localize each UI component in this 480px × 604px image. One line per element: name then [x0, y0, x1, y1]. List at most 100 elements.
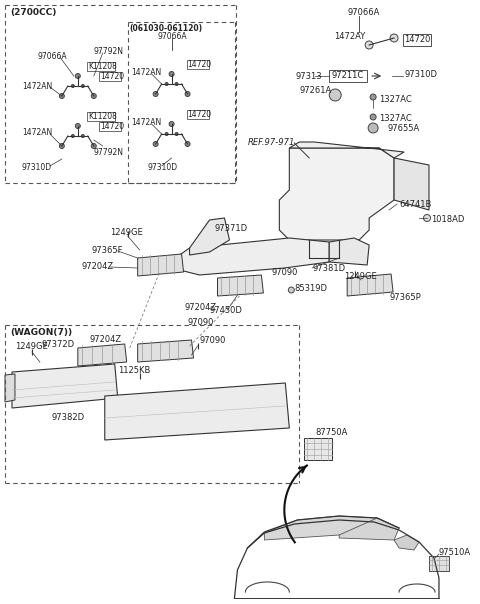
Text: 97655A: 97655A — [387, 124, 420, 133]
Text: 97310D: 97310D — [404, 70, 437, 79]
Polygon shape — [190, 218, 229, 255]
Circle shape — [91, 144, 96, 149]
Circle shape — [288, 287, 294, 293]
Polygon shape — [347, 274, 393, 296]
Bar — [87, 112, 115, 121]
Circle shape — [72, 85, 74, 88]
Polygon shape — [289, 142, 404, 158]
Circle shape — [81, 135, 84, 138]
Text: 87750A: 87750A — [315, 428, 348, 437]
Text: 1125KB: 1125KB — [118, 366, 150, 375]
Text: 14720: 14720 — [188, 110, 212, 119]
Polygon shape — [105, 383, 289, 440]
Text: 97090: 97090 — [188, 318, 214, 327]
Text: 97381D: 97381D — [312, 264, 346, 273]
Bar — [187, 60, 208, 69]
Circle shape — [81, 85, 84, 88]
Text: REF.97-971: REF.97-971 — [247, 138, 295, 147]
Text: 97066A: 97066A — [38, 52, 68, 61]
Text: 97261A: 97261A — [300, 86, 332, 95]
Circle shape — [153, 141, 158, 147]
Text: 97450D: 97450D — [209, 306, 242, 315]
Text: 1472AY: 1472AY — [334, 32, 365, 41]
Circle shape — [390, 34, 398, 42]
Polygon shape — [5, 374, 15, 402]
Text: 97792N: 97792N — [94, 148, 124, 157]
Text: 1249GE: 1249GE — [110, 228, 143, 237]
Text: (2700CC): (2700CC) — [10, 8, 56, 17]
Circle shape — [185, 141, 190, 147]
Text: 1249GE: 1249GE — [344, 272, 377, 281]
Circle shape — [72, 135, 74, 138]
Bar — [329, 70, 367, 82]
Text: K11208: K11208 — [88, 62, 117, 71]
Circle shape — [169, 121, 174, 126]
Bar — [99, 72, 120, 81]
Text: 14720: 14720 — [100, 72, 124, 81]
Text: 97090: 97090 — [200, 336, 226, 345]
Polygon shape — [180, 238, 329, 275]
Circle shape — [175, 83, 178, 86]
Text: 97204Z: 97204Z — [82, 262, 114, 271]
Text: 14720: 14720 — [100, 122, 124, 131]
Text: 97371D: 97371D — [215, 224, 248, 233]
Text: 97372D: 97372D — [42, 340, 75, 349]
Circle shape — [60, 94, 64, 98]
Bar — [304, 438, 332, 460]
Polygon shape — [339, 518, 399, 540]
Circle shape — [153, 91, 158, 97]
Text: (061030-061120): (061030-061120) — [130, 24, 203, 33]
Text: 97310D: 97310D — [148, 163, 178, 172]
Text: 97310D: 97310D — [22, 163, 52, 172]
Text: 1472AN: 1472AN — [132, 68, 162, 77]
Circle shape — [165, 132, 168, 135]
Text: 14720: 14720 — [188, 60, 212, 69]
Circle shape — [75, 123, 80, 129]
Circle shape — [423, 214, 431, 222]
Polygon shape — [138, 254, 183, 276]
Bar — [99, 122, 120, 131]
Text: 14720: 14720 — [404, 35, 431, 44]
Text: 1472AN: 1472AN — [132, 118, 162, 127]
Text: K11208: K11208 — [88, 112, 117, 121]
Circle shape — [75, 74, 80, 79]
Text: 64741B: 64741B — [399, 200, 432, 209]
Text: 1249GE: 1249GE — [15, 342, 48, 351]
Text: 97211C: 97211C — [331, 71, 363, 80]
Text: 97204Z: 97204Z — [185, 303, 216, 312]
Circle shape — [60, 144, 64, 149]
Text: (WAGON(7)): (WAGON(7)) — [10, 328, 72, 337]
Bar — [403, 34, 431, 46]
Circle shape — [185, 91, 190, 97]
Bar — [87, 62, 115, 71]
Text: 1327AC: 1327AC — [379, 114, 412, 123]
Text: 1327AC: 1327AC — [379, 95, 412, 104]
Circle shape — [329, 89, 341, 101]
Text: 97382D: 97382D — [52, 413, 85, 422]
Text: 1472AN: 1472AN — [22, 128, 52, 137]
Circle shape — [368, 123, 378, 133]
Polygon shape — [394, 535, 419, 550]
Text: 97066A: 97066A — [347, 8, 380, 17]
Text: 97090: 97090 — [271, 268, 298, 277]
Polygon shape — [279, 148, 394, 240]
Text: 97204Z: 97204Z — [90, 335, 122, 344]
Text: 97365P: 97365P — [389, 293, 421, 302]
Text: 97365F: 97365F — [92, 246, 123, 255]
Circle shape — [365, 41, 373, 49]
Polygon shape — [78, 344, 127, 366]
Circle shape — [175, 132, 178, 135]
Bar — [429, 556, 449, 571]
Circle shape — [370, 114, 376, 120]
Circle shape — [165, 83, 168, 86]
Circle shape — [169, 71, 174, 77]
Text: 1472AN: 1472AN — [22, 82, 52, 91]
Polygon shape — [329, 238, 369, 265]
Bar — [187, 110, 208, 119]
Polygon shape — [12, 364, 118, 408]
Text: 85319D: 85319D — [294, 284, 327, 293]
Text: 97313: 97313 — [295, 72, 322, 81]
Circle shape — [91, 94, 96, 98]
Polygon shape — [138, 340, 193, 362]
Text: 97066A: 97066A — [157, 32, 187, 41]
